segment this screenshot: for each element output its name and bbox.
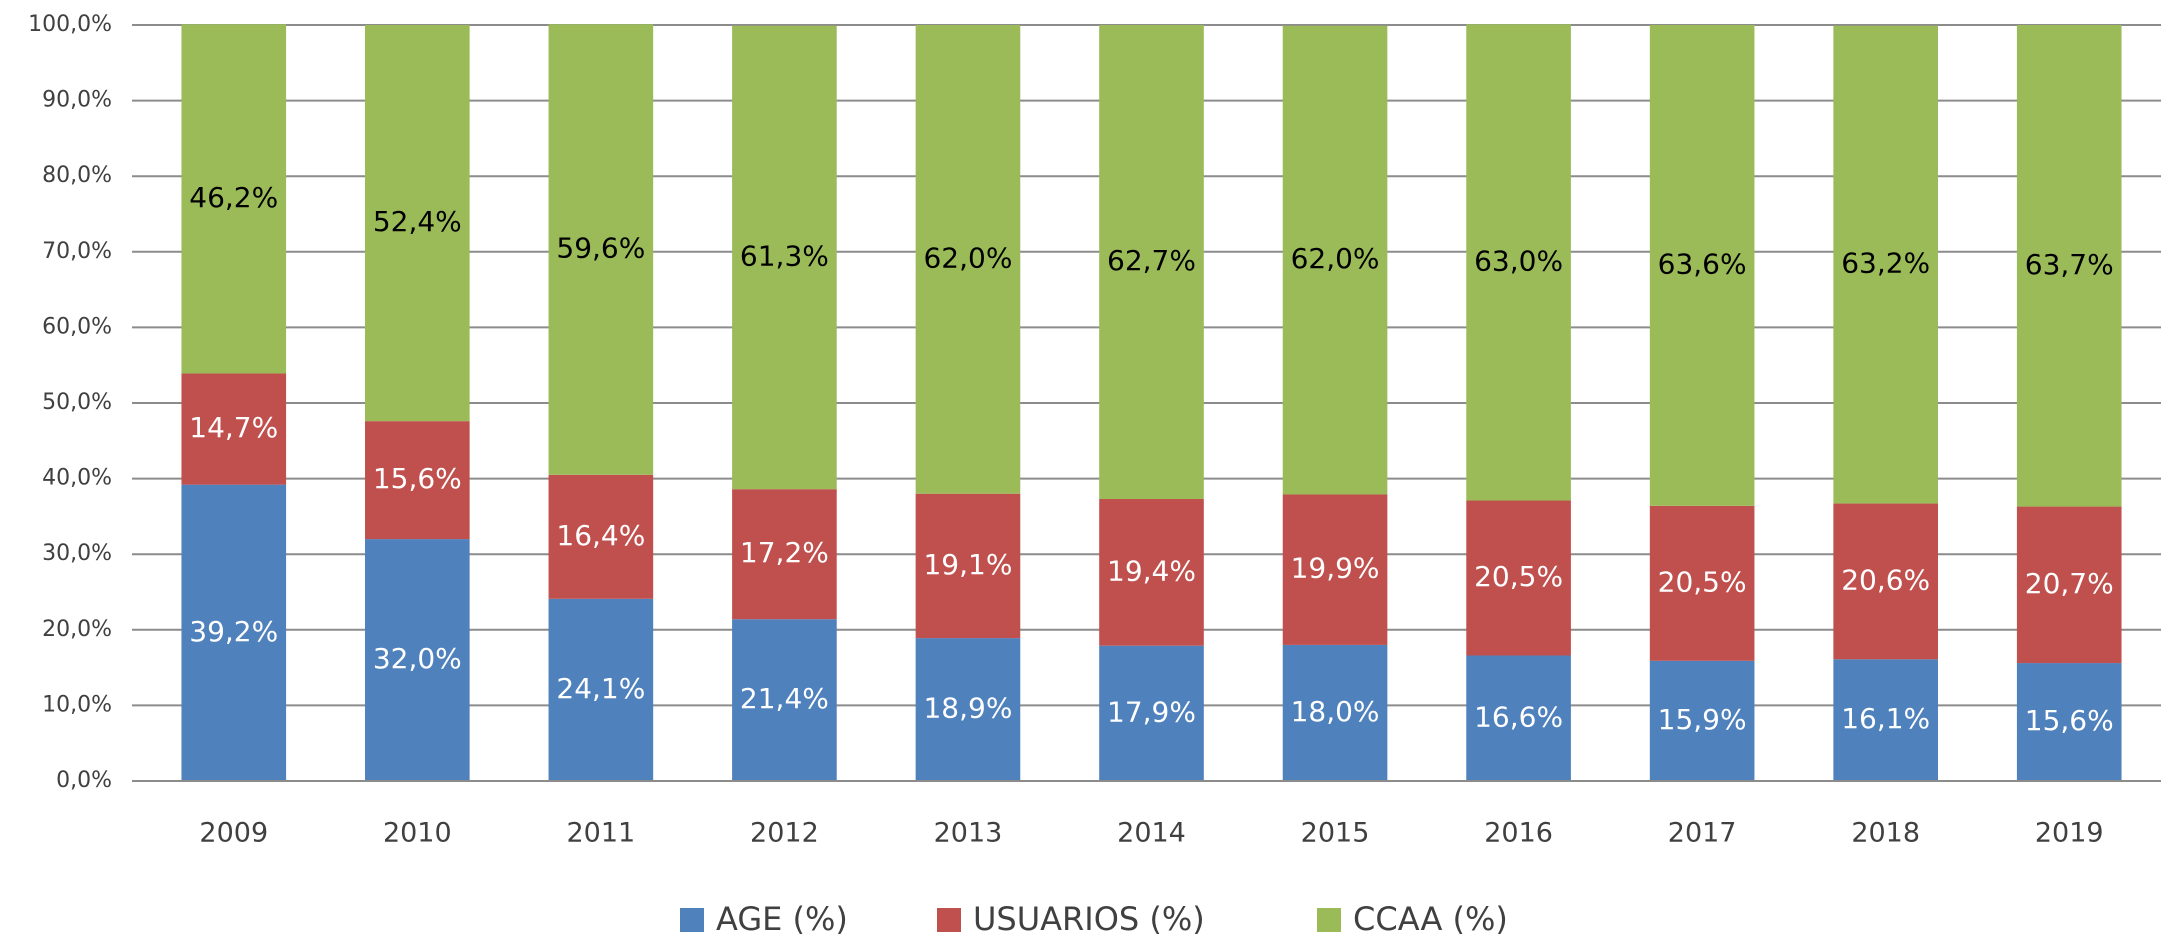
data-label: 20,5%	[1658, 565, 1747, 598]
data-label: 15,6%	[2025, 704, 2114, 737]
legend-swatch	[1317, 908, 1341, 932]
x-tick-label: 2012	[750, 818, 819, 849]
data-label: 20,5%	[1474, 560, 1563, 593]
data-label: 15,9%	[1658, 703, 1747, 736]
bar-segment	[2016, 506, 2122, 664]
x-tick-label: 2015	[1301, 818, 1370, 849]
data-label: 19,4%	[1107, 554, 1196, 587]
bar-segment	[1649, 25, 1755, 506]
bar-segment	[181, 24, 287, 374]
bar-segment	[2016, 663, 2122, 781]
data-label: 63,7%	[2025, 248, 2114, 281]
data-label: 62,0%	[923, 241, 1012, 274]
bar-segment	[548, 474, 654, 599]
bar-segment	[915, 493, 1021, 639]
bar-segment	[1282, 494, 1388, 645]
legend-label: AGE (%)	[716, 900, 848, 938]
bar-segment	[1649, 505, 1755, 661]
legend-swatch	[680, 908, 704, 932]
bar-segment	[732, 25, 837, 490]
y-tick-label: 30,0%	[42, 541, 112, 566]
data-label: 19,1%	[923, 548, 1012, 581]
data-label: 61,3%	[740, 239, 829, 272]
data-label: 18,9%	[923, 692, 1012, 725]
y-tick-label: 90,0%	[42, 88, 112, 113]
x-tick-label: 2013	[934, 818, 1003, 849]
data-label: 16,1%	[1841, 702, 1930, 735]
data-label: 16,4%	[556, 519, 645, 552]
data-label: 20,6%	[1841, 563, 1930, 596]
data-label: 63,0%	[1474, 244, 1563, 277]
y-tick-label: 20,0%	[42, 617, 112, 642]
y-tick-label: 10,0%	[42, 692, 112, 717]
bar-segment	[365, 539, 470, 781]
y-tick-label: 80,0%	[42, 163, 112, 188]
bar-segment	[2016, 25, 2122, 507]
y-tick-label: 50,0%	[42, 390, 112, 415]
bar-segment	[915, 25, 1021, 494]
bar-segment	[1466, 24, 1571, 501]
bar-segment	[1099, 499, 1204, 646]
x-tick-label: 2019	[2035, 818, 2104, 849]
x-tick-label: 2011	[567, 818, 636, 849]
x-tick-label: 2018	[1851, 818, 1920, 849]
data-label: 18,0%	[1291, 695, 1380, 728]
bar-segment	[1466, 500, 1571, 656]
bar-segment	[365, 25, 470, 422]
bar-segment	[548, 598, 654, 781]
bar-segment	[1099, 25, 1204, 500]
legend-swatch	[937, 908, 961, 932]
x-tick-label: 2016	[1484, 818, 1553, 849]
data-label: 52,4%	[373, 205, 462, 238]
bar-segment	[732, 619, 837, 781]
data-label: 63,2%	[1841, 247, 1930, 280]
bar-segment	[365, 421, 470, 540]
x-tick-label: 2009	[199, 818, 268, 849]
data-label: 62,0%	[1291, 242, 1380, 275]
bar-segment	[548, 24, 654, 475]
data-label: 59,6%	[556, 232, 645, 265]
data-label: 46,2%	[189, 181, 278, 214]
bar-segment	[1282, 644, 1388, 781]
legend-label: CCAA (%)	[1353, 900, 1508, 938]
data-label: 20,7%	[2025, 567, 2114, 600]
bar-segment	[1833, 659, 1938, 781]
data-label: 24,1%	[556, 672, 645, 705]
bar-segment	[732, 489, 837, 620]
data-label: 62,7%	[1107, 244, 1196, 277]
data-label: 16,6%	[1474, 700, 1563, 733]
x-tick-label: 2017	[1668, 818, 1737, 849]
bar-segment	[1282, 25, 1388, 495]
data-label: 39,2%	[189, 615, 278, 648]
data-label: 32,0%	[373, 642, 462, 675]
y-tick-label: 70,0%	[42, 239, 112, 264]
x-tick-label: 2014	[1117, 818, 1186, 849]
y-tick-label: 40,0%	[42, 466, 112, 491]
data-label: 17,2%	[740, 536, 829, 569]
data-label: 19,9%	[1291, 552, 1380, 585]
data-label: 15,6%	[373, 462, 462, 495]
data-label: 63,6%	[1658, 247, 1747, 280]
data-label: 14,7%	[189, 411, 278, 444]
y-tick-label: 100,0%	[28, 12, 112, 37]
y-tick-label: 60,0%	[42, 314, 112, 339]
bar-segment	[1466, 655, 1571, 781]
bar-segment	[1099, 645, 1204, 781]
data-label: 17,9%	[1107, 695, 1196, 728]
bar-segment	[915, 638, 1021, 781]
legend-label: USUARIOS (%)	[973, 900, 1205, 938]
y-tick-label: 0,0%	[56, 768, 112, 793]
bar-segment	[181, 484, 287, 781]
bar-segment	[181, 373, 287, 485]
data-label: 21,4%	[740, 682, 829, 715]
bar-segment	[1649, 660, 1755, 781]
bar-segment	[1833, 503, 1938, 660]
bar-segment	[1833, 25, 1938, 504]
x-tick-label: 2010	[383, 818, 452, 849]
